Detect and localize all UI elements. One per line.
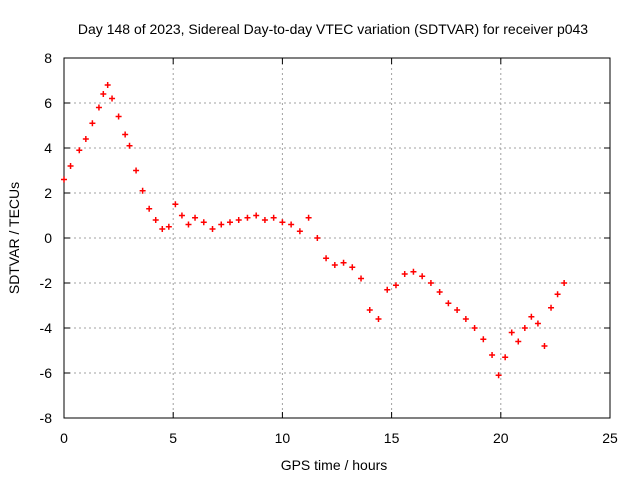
- data-point: [76, 147, 83, 154]
- data-point: [261, 217, 268, 223]
- y-tick-label: -2: [40, 275, 53, 291]
- x-tick-label: 5: [169, 430, 177, 446]
- data-point: [419, 273, 426, 280]
- data-point: [100, 91, 107, 97]
- x-tick-label: 20: [493, 430, 509, 446]
- data-point: [528, 313, 535, 320]
- data-point: [95, 104, 102, 111]
- x-tick-labels: 0 5 10 15 20 25: [60, 430, 618, 446]
- y-tick-label: 4: [44, 140, 52, 156]
- data-point: [534, 320, 541, 327]
- y-tick-label: 2: [44, 185, 52, 201]
- x-tick-label: 15: [384, 430, 400, 446]
- data-point: [192, 214, 199, 221]
- data-point: [436, 289, 443, 295]
- data-point: [172, 201, 179, 208]
- data-points: [61, 82, 568, 379]
- data-point: [133, 167, 140, 174]
- data-point: [200, 219, 207, 226]
- data-point: [122, 131, 129, 138]
- data-point: [235, 217, 242, 223]
- data-point: [296, 228, 303, 235]
- data-point: [67, 163, 74, 169]
- axis-ticks: [63, 57, 611, 419]
- data-point: [349, 264, 356, 271]
- data-point: [209, 226, 216, 232]
- y-tick-label: 8: [44, 50, 52, 66]
- y-tick-label: 0: [44, 230, 52, 246]
- data-point: [178, 212, 185, 219]
- data-point: [554, 291, 561, 298]
- data-point: [331, 262, 338, 268]
- data-point: [521, 325, 528, 331]
- data-point: [323, 255, 330, 262]
- data-point: [561, 280, 568, 286]
- data-point: [139, 187, 146, 194]
- data-point: [462, 316, 469, 322]
- data-point: [82, 136, 89, 142]
- x-tick-label: 25: [602, 430, 618, 446]
- data-point: [480, 336, 487, 343]
- data-point: [165, 223, 172, 230]
- data-point: [541, 343, 548, 349]
- data-point: [115, 113, 122, 120]
- data-point: [340, 259, 347, 266]
- data-point: [502, 354, 509, 361]
- data-point: [508, 329, 515, 336]
- data-point: [61, 176, 67, 183]
- data-point: [384, 286, 391, 293]
- data-point: [185, 221, 192, 228]
- data-point: [270, 214, 277, 221]
- y-axis-label: SDTVAR / TECUs: [6, 182, 22, 294]
- data-point: [146, 205, 153, 212]
- y-tick-label: -4: [40, 320, 53, 336]
- y-tick-label: -6: [40, 365, 53, 381]
- data-point: [454, 307, 461, 313]
- data-point: [375, 316, 382, 322]
- data-point: [244, 214, 251, 221]
- data-point: [279, 219, 286, 226]
- data-point: [314, 235, 321, 241]
- data-point: [471, 325, 478, 331]
- y-tick-label: 6: [44, 95, 52, 111]
- data-point: [288, 221, 295, 228]
- data-point: [489, 352, 496, 358]
- data-point: [109, 95, 116, 102]
- data-point: [548, 304, 555, 311]
- data-point: [410, 268, 417, 275]
- data-point: [126, 142, 133, 149]
- grid: [64, 58, 610, 418]
- data-point: [159, 226, 166, 232]
- y-tick-labels: -8 -6 -4 -2 0 2 4 6 8: [40, 50, 53, 426]
- data-point: [427, 280, 434, 286]
- data-point: [366, 307, 373, 313]
- data-point: [89, 120, 96, 127]
- x-axis-label: GPS time / hours: [281, 457, 388, 473]
- data-point: [253, 212, 260, 219]
- y-tick-label: -8: [40, 410, 53, 426]
- data-point: [392, 282, 399, 289]
- data-point: [401, 271, 408, 277]
- x-tick-label: 0: [60, 430, 68, 446]
- data-point: [495, 372, 502, 379]
- data-point: [152, 217, 159, 223]
- data-point: [358, 275, 365, 282]
- x-tick-label: 10: [275, 430, 291, 446]
- data-point: [218, 221, 225, 228]
- data-point: [226, 219, 233, 226]
- data-point: [305, 214, 312, 221]
- data-point: [445, 300, 452, 307]
- chart-title: Day 148 of 2023, Sidereal Day-to-day VTE…: [78, 21, 588, 37]
- data-point: [104, 82, 111, 88]
- data-point: [515, 338, 522, 345]
